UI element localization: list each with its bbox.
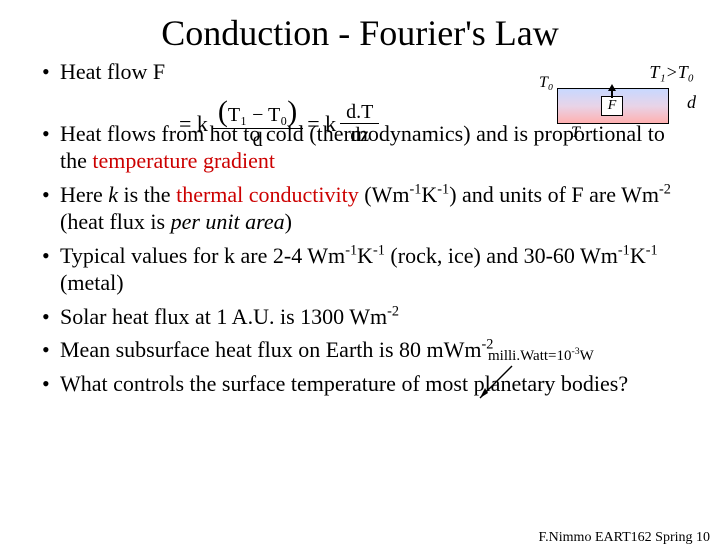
- flux-box: F: [601, 96, 623, 116]
- bullet-6: Mean subsurface heat flux on Earth is 80…: [42, 336, 692, 364]
- term-thermal-conductivity: thermal conductivity: [176, 182, 359, 207]
- milliwatt-annotation: milli.Watt=10-3W: [488, 346, 594, 365]
- page-title: Conduction - Fourier's Law: [0, 12, 720, 54]
- bullet-4: Typical values for k are 2-4 Wm-1K-1 (ro…: [42, 242, 692, 297]
- bullet-7: What controls the surface temperature of…: [42, 370, 692, 398]
- bullet-2: Heat flows from hot to cold (thermodynam…: [42, 120, 692, 175]
- bullet-3: Here k is the thermal conductivity (Wm-1…: [42, 181, 692, 236]
- bullet-1: Heat flow F: [42, 58, 692, 86]
- term-temp-gradient: temperature gradient: [92, 148, 275, 173]
- d-label: d: [687, 92, 696, 113]
- footer-credit: F.Nimmo EART162 Spring 10: [539, 530, 711, 546]
- bullet-5: Solar heat flux at 1 A.U. is 1300 Wm-2: [42, 303, 692, 331]
